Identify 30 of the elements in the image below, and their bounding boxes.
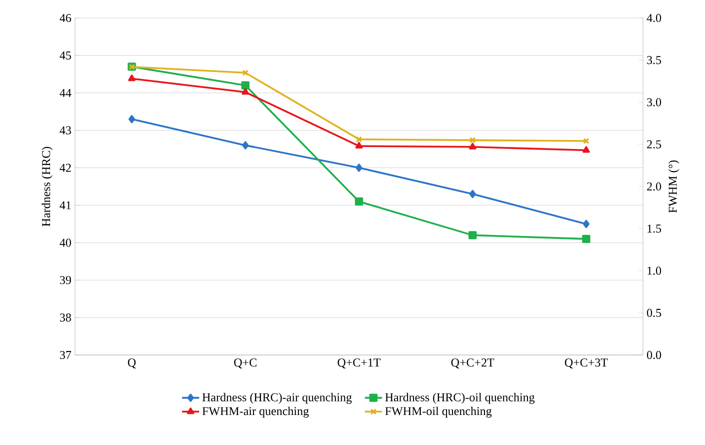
y-tick-label: 42 — [60, 164, 71, 172]
y2-tick-label: 0.0 — [646, 350, 662, 360]
legend-label: Hardness (HRC)-air quenching — [202, 392, 352, 404]
x-tick-label: Q+C+1T — [338, 358, 381, 368]
y-tick-label: 39 — [60, 276, 71, 284]
y2-tick-label: 1.0 — [648, 266, 662, 275]
y-tick-label: 40 — [60, 238, 72, 247]
y2-tick-label: 4.0 — [646, 14, 662, 22]
legend-label: FWHM-air quenching — [202, 406, 309, 418]
x-tick-label: Q+C — [234, 358, 256, 368]
y2-tick-label: 3.0 — [647, 98, 662, 106]
y-tick-label: 37 — [60, 350, 72, 360]
y2-tick-label: 3.5 — [647, 56, 662, 64]
x-tick-label: Q+C+3T — [564, 358, 608, 368]
y2-tick-label: 1.5 — [648, 224, 662, 233]
legend-label: Hardness (HRC)-oil quenching — [385, 392, 535, 404]
y2-tick-label: 2.0 — [647, 182, 662, 191]
y-tick-label: 38 — [60, 314, 72, 322]
x-tick-label: Q+C+2T — [451, 358, 494, 368]
legend-label: FWHM-oil quenching — [385, 406, 492, 418]
y-tick-label: 45 — [60, 51, 72, 60]
y2-tick-label: 2.5 — [647, 140, 662, 148]
y-tick-label: 41 — [60, 201, 71, 210]
y2-axis-title: FWHM (°) — [668, 160, 680, 213]
y-tick-label: 46 — [60, 14, 72, 22]
x-tick-label: Q — [128, 358, 136, 368]
y-axis-title: Hardness (HRC) — [42, 146, 53, 226]
y2-tick-label: 0.5 — [646, 308, 662, 317]
y-tick-label: 44 — [60, 88, 72, 97]
y-tick-label: 43 — [60, 126, 72, 134]
